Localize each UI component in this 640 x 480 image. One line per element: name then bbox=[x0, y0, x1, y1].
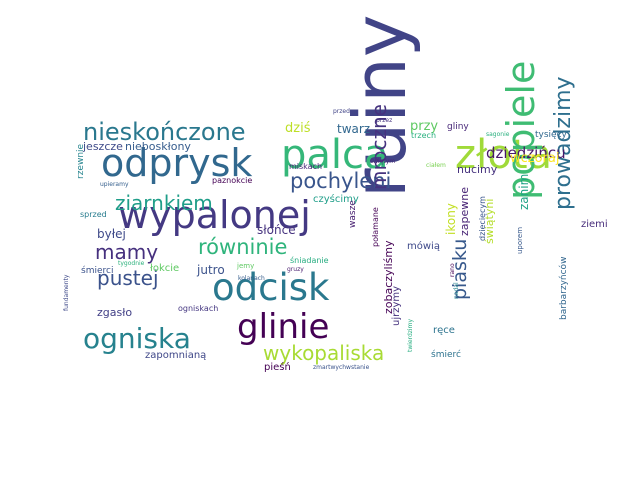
word-17: wykopaliska bbox=[263, 341, 384, 365]
word-21: wczoraj bbox=[510, 151, 559, 166]
word-12: pochyleni bbox=[290, 169, 391, 193]
word-16: mamy bbox=[95, 240, 158, 264]
word-71: fundamenty bbox=[63, 274, 70, 311]
word-40: zapewne bbox=[458, 187, 471, 236]
word-58: przez bbox=[376, 117, 392, 124]
word-20: dziedzińcu bbox=[486, 144, 566, 162]
word-43: zgasło bbox=[97, 306, 132, 319]
word-26: tysięcy bbox=[535, 130, 568, 140]
word-22: dziś bbox=[285, 121, 311, 136]
word-30: czyścimy bbox=[313, 193, 359, 205]
word-49: rzewnie bbox=[76, 143, 86, 179]
word-64: wasze bbox=[348, 200, 358, 228]
word-14: ziarnkiem bbox=[115, 191, 213, 215]
word-29: słońce bbox=[257, 223, 296, 237]
word-5: wypalonej bbox=[118, 193, 311, 237]
word-10: nieskończone bbox=[83, 118, 246, 146]
word-59: świętym bbox=[370, 158, 395, 165]
word-73: twierdzimy bbox=[407, 319, 414, 352]
word-55: sprzed bbox=[80, 210, 107, 219]
word-15: pustej bbox=[97, 266, 159, 290]
word-41: świątyni bbox=[483, 199, 496, 244]
word-51: ogniskach bbox=[178, 304, 218, 313]
word-61: jemy bbox=[236, 262, 254, 270]
word-37: łokcie bbox=[150, 263, 179, 274]
word-23: twarz bbox=[337, 122, 370, 136]
word-19: piasku bbox=[449, 239, 471, 300]
word-13: równinie bbox=[198, 235, 287, 259]
word-72: nadal bbox=[453, 282, 460, 299]
word-48: barbarzyńców bbox=[558, 257, 569, 320]
word-44: ręce bbox=[433, 325, 455, 336]
word-65: połamane bbox=[371, 207, 380, 247]
word-4: odprysk bbox=[101, 141, 252, 185]
word-67: rano bbox=[449, 263, 456, 277]
word-57: przed bbox=[333, 108, 350, 115]
word-11: prowadzimy bbox=[551, 76, 576, 210]
word-62: śniadanie bbox=[290, 255, 329, 265]
word-28: nieboskłony bbox=[125, 140, 191, 153]
word-18: mroczne bbox=[367, 104, 391, 190]
word-47: śmierć bbox=[431, 349, 461, 360]
word-1: ruiny bbox=[338, 15, 422, 198]
word-34: nucimy bbox=[457, 163, 498, 176]
word-6: popiele bbox=[499, 61, 543, 200]
word-39: zobaczyliśmy bbox=[382, 240, 395, 314]
word-52: miskach bbox=[289, 162, 322, 171]
word-63: gruzy bbox=[287, 266, 304, 273]
word-25: gliny bbox=[447, 122, 469, 132]
word-56: trzech bbox=[411, 131, 436, 140]
word-60: sagonie bbox=[486, 131, 510, 138]
word-27: jeszcze bbox=[82, 140, 123, 153]
word-38: mówią bbox=[407, 240, 440, 252]
word-2: palca bbox=[281, 132, 389, 178]
word-35: byłej bbox=[97, 227, 126, 241]
word-32: zanim bbox=[517, 174, 531, 210]
word-54: upieramy bbox=[100, 181, 129, 188]
word-46: zapomnianą bbox=[145, 350, 206, 361]
word-45: pieśń bbox=[264, 361, 291, 373]
word-36: jutro bbox=[196, 263, 225, 277]
word-68: uporem bbox=[516, 227, 524, 254]
word-33: ziemi bbox=[581, 219, 608, 230]
word-42: ujrzymy bbox=[391, 286, 402, 326]
word-70: tygodnie bbox=[118, 260, 145, 267]
word-74: zmartwychwstanie bbox=[313, 364, 370, 371]
word-69: kolanach bbox=[238, 275, 265, 282]
word-31: ikony bbox=[444, 203, 458, 235]
word-3: złota bbox=[455, 132, 552, 178]
word-75: ciałem bbox=[426, 162, 446, 169]
word-7: odcisk bbox=[212, 266, 330, 309]
word-53: paznokcie bbox=[212, 176, 252, 185]
word-24: przy bbox=[410, 119, 438, 134]
word-50: śmierci bbox=[81, 265, 113, 276]
word-9: ogniska bbox=[83, 322, 191, 355]
word-8: glinie bbox=[237, 307, 329, 347]
word-66: dziecięcym bbox=[478, 196, 487, 241]
